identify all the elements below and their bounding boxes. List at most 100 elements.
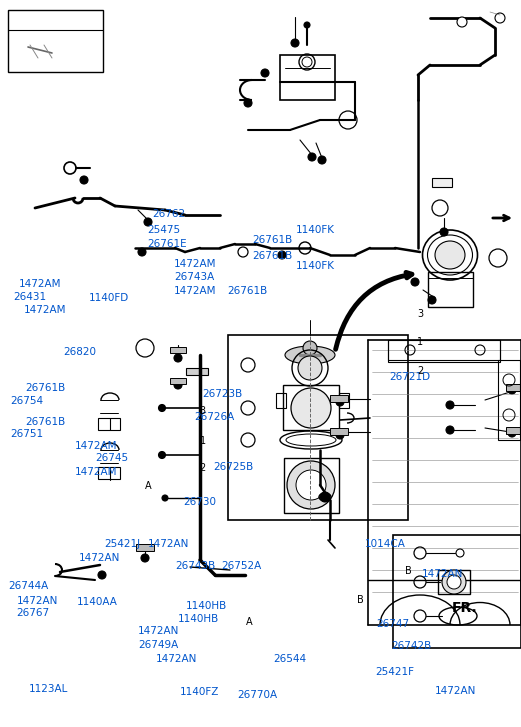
Text: 1: 1: [200, 435, 206, 446]
Circle shape: [446, 401, 454, 409]
Text: 1472AN: 1472AN: [156, 654, 197, 664]
Text: 26752A: 26752A: [221, 561, 262, 571]
Text: 26820: 26820: [64, 347, 96, 357]
Circle shape: [442, 570, 466, 594]
Text: FR.: FR.: [452, 601, 478, 615]
Text: A: A: [246, 617, 253, 627]
Text: 26747: 26747: [376, 619, 410, 629]
Text: 26725B: 26725B: [214, 462, 254, 473]
Circle shape: [457, 17, 467, 27]
Circle shape: [174, 354, 182, 362]
Text: 26751: 26751: [10, 429, 44, 439]
Bar: [388, 340, 500, 362]
Circle shape: [287, 461, 335, 509]
Text: 1472AM: 1472AM: [75, 467, 117, 477]
Circle shape: [320, 492, 330, 502]
Bar: [170, 347, 186, 353]
Circle shape: [98, 571, 106, 579]
Text: 1472AM: 1472AM: [23, 305, 66, 316]
Text: 26743A: 26743A: [174, 272, 214, 282]
Text: 26762: 26762: [152, 209, 185, 219]
Circle shape: [303, 341, 317, 355]
Ellipse shape: [435, 241, 465, 269]
Circle shape: [428, 296, 436, 304]
Bar: [438, 570, 470, 594]
Text: 26723B: 26723B: [202, 389, 242, 399]
Bar: [186, 368, 208, 375]
Text: 1140FZ: 1140FZ: [180, 687, 219, 697]
Text: 26761B: 26761B: [228, 286, 268, 296]
Text: 1: 1: [417, 337, 424, 348]
Text: 1140HB: 1140HB: [178, 614, 219, 624]
Bar: [393, 535, 521, 648]
Circle shape: [80, 176, 88, 184]
Text: 26767: 26767: [17, 608, 50, 618]
Circle shape: [508, 429, 516, 437]
Text: 26544: 26544: [274, 654, 307, 664]
Text: 26754: 26754: [10, 395, 44, 406]
Circle shape: [495, 13, 505, 23]
Bar: [283, 385, 339, 430]
Text: 1472AN: 1472AN: [79, 553, 120, 563]
Circle shape: [141, 554, 149, 562]
Text: B: B: [357, 595, 364, 605]
Circle shape: [138, 248, 146, 256]
Text: 1472AN: 1472AN: [435, 686, 476, 696]
Circle shape: [244, 99, 252, 107]
Text: 1123AL: 1123AL: [29, 684, 68, 694]
Text: 2: 2: [417, 366, 424, 376]
Bar: [98, 467, 120, 479]
Bar: [8, 10, 103, 72]
Circle shape: [318, 156, 326, 164]
Circle shape: [304, 22, 310, 28]
Circle shape: [144, 218, 152, 226]
Text: 26742B: 26742B: [391, 640, 431, 651]
Text: 26761B: 26761B: [253, 235, 293, 245]
Bar: [284, 458, 339, 513]
Bar: [228, 335, 408, 520]
Text: 26743B: 26743B: [175, 561, 215, 571]
Text: 26744A: 26744A: [8, 581, 48, 591]
Circle shape: [447, 575, 461, 589]
Circle shape: [411, 278, 419, 286]
Text: 1140AA: 1140AA: [77, 597, 118, 607]
Circle shape: [291, 388, 331, 428]
Text: 1472AM: 1472AM: [174, 259, 217, 269]
Text: 1140FK: 1140FK: [296, 225, 335, 235]
Text: 26770A: 26770A: [237, 690, 277, 700]
Text: 2: 2: [200, 463, 206, 473]
Text: 1472AM: 1472AM: [19, 278, 61, 289]
Bar: [506, 427, 521, 434]
Text: 25421F: 25421F: [375, 667, 414, 677]
Bar: [276, 393, 286, 408]
Circle shape: [336, 431, 344, 439]
Text: 26730: 26730: [183, 497, 216, 507]
Text: 26431: 26431: [13, 292, 46, 302]
Bar: [428, 272, 473, 307]
Circle shape: [174, 381, 182, 389]
Bar: [330, 428, 348, 435]
Text: 1472AN: 1472AN: [148, 539, 189, 549]
Circle shape: [162, 495, 168, 501]
Circle shape: [291, 39, 299, 47]
Text: 1140FD: 1140FD: [89, 293, 129, 303]
Bar: [339, 393, 349, 408]
Text: 25475: 25475: [147, 225, 180, 235]
Text: 1472AM: 1472AM: [75, 441, 117, 451]
Text: 26761E: 26761E: [147, 239, 187, 249]
Circle shape: [158, 451, 166, 459]
Text: B: B: [405, 566, 412, 576]
Bar: [506, 384, 521, 391]
Text: A: A: [145, 481, 152, 491]
Circle shape: [446, 426, 454, 434]
Text: 26761B: 26761B: [253, 251, 293, 261]
Text: 3: 3: [200, 406, 206, 416]
Circle shape: [336, 398, 344, 406]
Circle shape: [508, 386, 516, 394]
Bar: [98, 418, 120, 430]
Bar: [432, 178, 452, 187]
Text: 26745: 26745: [95, 453, 129, 463]
Text: 26721D: 26721D: [390, 371, 431, 382]
Circle shape: [296, 470, 326, 500]
Ellipse shape: [286, 434, 336, 446]
